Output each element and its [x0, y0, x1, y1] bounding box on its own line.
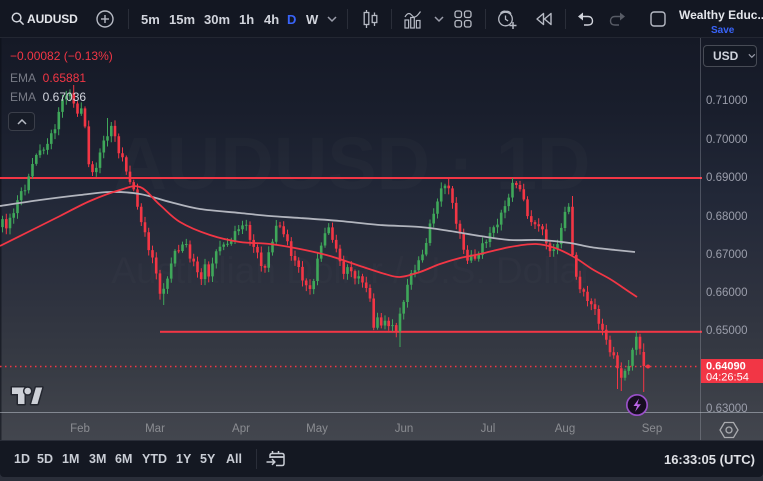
svg-text:0.64090: 0.64090 [706, 361, 746, 373]
svg-text:0.65000: 0.65000 [706, 325, 748, 337]
svg-text:0.71000: 0.71000 [706, 95, 748, 107]
svg-text:Jul: Jul [481, 423, 496, 435]
svg-text:Sep: Sep [642, 423, 662, 435]
svg-text:0.67000: 0.67000 [706, 249, 748, 261]
svg-text:Jun: Jun [395, 423, 414, 435]
svg-text:0.69000: 0.69000 [706, 172, 748, 184]
svg-text:0.68000: 0.68000 [706, 211, 748, 223]
svg-text:0.70000: 0.70000 [706, 134, 748, 146]
svg-text:Apr: Apr [232, 423, 250, 435]
svg-text:Feb: Feb [70, 423, 90, 435]
svg-text:AUDUSD · 1D: AUDUSD · 1D [114, 122, 591, 205]
svg-text:04:26:54: 04:26:54 [706, 372, 749, 384]
svg-text:Mar: Mar [145, 423, 165, 435]
svg-text:0.66000: 0.66000 [706, 287, 748, 299]
svg-text:Aug: Aug [555, 423, 575, 435]
svg-text:0.63000: 0.63000 [706, 403, 748, 415]
svg-text:May: May [306, 423, 328, 435]
